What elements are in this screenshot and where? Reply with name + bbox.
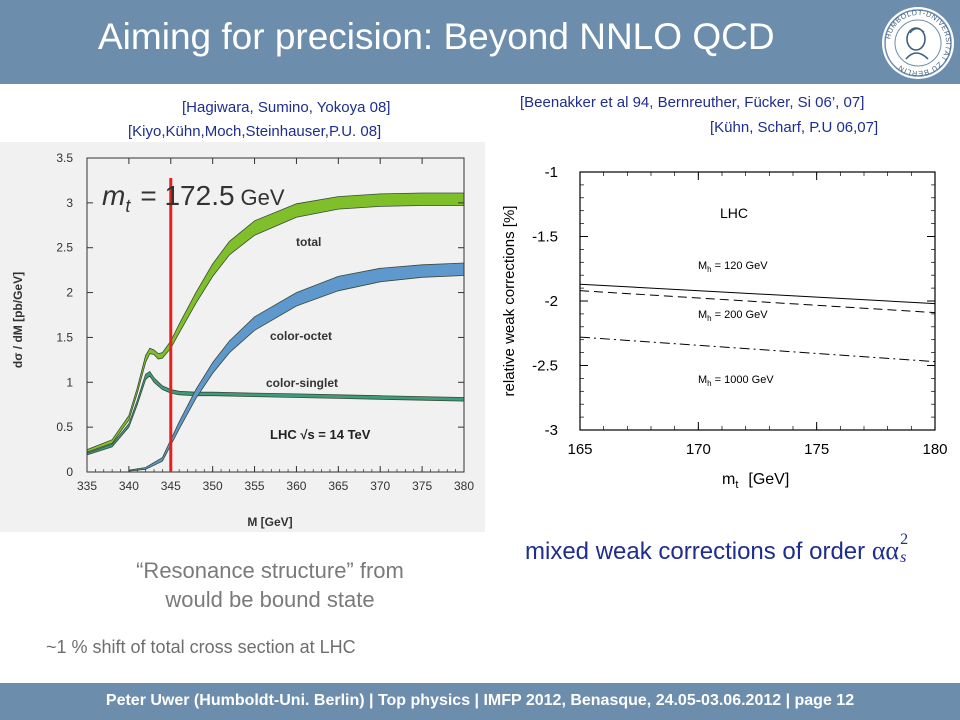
title-bar: Aiming for precision: Beyond NNLO QCD HU… (0, 0, 960, 84)
higgs-label-200: Mh = 200 GeV (698, 309, 768, 323)
x-tick-label: 180 (922, 441, 947, 458)
x-tick-label: 380 (454, 479, 474, 493)
lhc-energy-annotation: LHC √s = 14 TeV (270, 427, 371, 442)
lhc-label: LHC (720, 205, 748, 221)
x-axis-label: mt [GeV] (722, 471, 789, 491)
x-tick-label: 375 (412, 479, 432, 493)
resonance-caption-line-1: “Resonance structure” from (136, 558, 404, 583)
x-tick-label: 340 (119, 479, 139, 493)
x-tick-label: 360 (286, 479, 306, 493)
x-tick-label: 165 (567, 441, 592, 458)
mixed-weak-corrections-text: mixed weak corrections of order αα 2 s (525, 531, 911, 567)
resonance-caption: “Resonance structure” from would be boun… (60, 556, 480, 614)
series-label-color-singlet: color-singlet (266, 376, 338, 390)
right-reference-2: [Kühn, Scharf, P.U 06,07] (710, 119, 879, 136)
y-tick-label: -2 (545, 293, 558, 310)
y-axis-label: relative weak corrections [%] (501, 206, 518, 397)
x-axis-label: M [GeV] (247, 515, 292, 529)
x-tick-label: 365 (328, 479, 348, 493)
y-tick-label: 1.5 (56, 330, 73, 344)
y-axis-label: dσ / dM [pb/GeV] (11, 272, 25, 368)
alpha-alpha-s-squared: αα 2 s (871, 531, 909, 567)
x-tick-label: 350 (203, 479, 223, 493)
series-label-total: total (296, 235, 321, 249)
y-tick-label: 0 (66, 465, 73, 479)
y-tick-label: -1 (545, 164, 558, 181)
x-tick-label: 335 (77, 479, 97, 493)
cross-section-chart: 335 340 345 350 355 360 365 370 375 380 0 0.5 1 1.5 2 2… (0, 142, 485, 532)
series-line-1 (579, 283, 936, 305)
y-tick-label: 3 (66, 196, 73, 210)
y-tick-label: 1 (66, 375, 73, 389)
y-tick-label: -3 (545, 422, 558, 439)
footer-text: Peter Uwer (Humboldt-Uni. Berlin) | Top … (105, 692, 855, 709)
weak-corrections-chart: 165 170 175 180 -1 -1.5 -2 -2.5 -3 LHC Mh = 120 G… (501, 164, 948, 491)
x-tick-label: 170 (686, 441, 711, 458)
x-tick-label: 175 (804, 441, 829, 458)
right-reference-1: [Beenakker et al 94, Bernreuther, Fücker… (520, 94, 865, 111)
footer-bar: Peter Uwer (Humboldt-Uni. Berlin) | Top … (0, 683, 960, 720)
cross-section-shift-note: ~1 % shift of total cross section at LHC (46, 637, 356, 657)
y-tick-label: 0.5 (56, 420, 73, 434)
x-tick-label: 345 (161, 479, 181, 493)
x-tick-label: 370 (370, 479, 390, 493)
y-tick-label: -1.5 (532, 229, 558, 246)
higgs-label-120: Mh = 120 GeV (698, 260, 768, 274)
left-reference-2: [Kiyo,Kühn,Moch,Steinhauser,P.U. 08] (128, 123, 382, 140)
resonance-caption-line-2: would be bound state (165, 587, 375, 612)
higgs-label-1000: Mh = 1000 GeV (698, 374, 774, 388)
series-label-color-octet: color-octet (270, 329, 332, 343)
series-line-3 (579, 336, 936, 363)
series-line-2 (579, 290, 936, 314)
y-tick-label: 3.5 (56, 151, 73, 165)
mass-label: mt = 172.5 GeV (102, 180, 285, 216)
plot-frame (86, 157, 465, 473)
y-tick-label: 2.5 (56, 241, 73, 255)
university-seal-icon: HUMBOLDT-UNIVERSITÄT ZU BERLIN (882, 7, 954, 79)
y-tick-label: -2.5 (532, 358, 558, 375)
slide-title: Aiming for precision: Beyond NNLO QCD (98, 16, 775, 57)
x-tick-label: 355 (245, 479, 265, 493)
y-tick-label: 2 (66, 286, 73, 300)
left-reference-1: [Hagiwara, Sumino, Yokoya 08] (182, 99, 391, 116)
